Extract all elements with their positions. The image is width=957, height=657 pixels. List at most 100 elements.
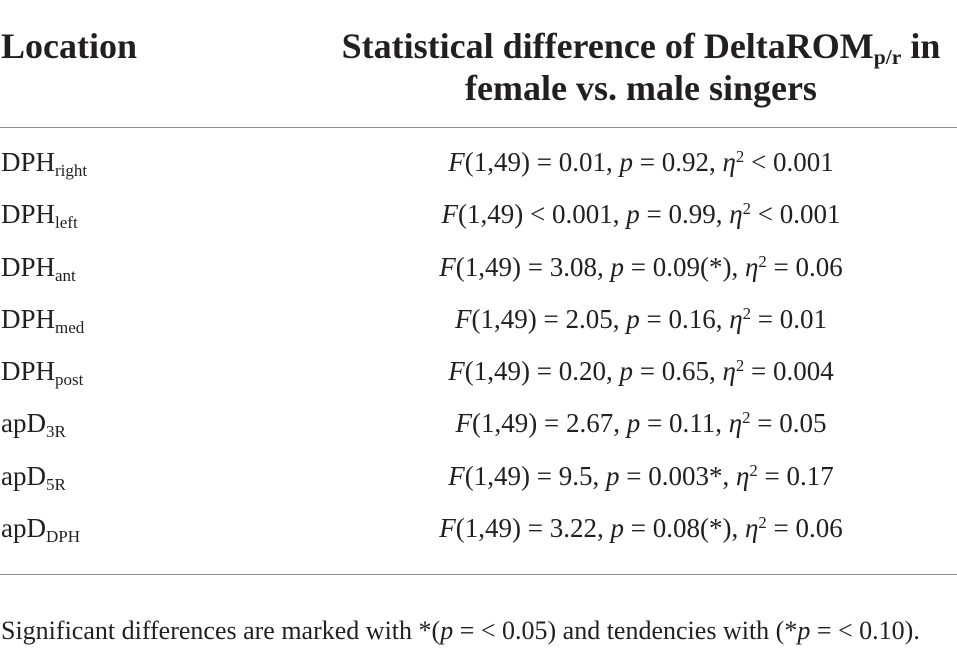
footnote-p-symbol: p (797, 616, 811, 645)
table-row: DPHpost F(1,49) = 0.20, p = 0.65, η2 = 0.… (0, 345, 957, 397)
f-statistic: (1,49) = 2.67, (472, 408, 620, 439)
p-symbol: p (619, 147, 633, 177)
p-symbol: p (626, 199, 640, 230)
location-cell: DPHpost (1, 345, 83, 397)
squared-superscript: 2 (758, 251, 767, 271)
table-row: apD3R F(1,49) = 2.67, p = 0.11, η2 = 0.05 (0, 397, 957, 449)
location-name: DPH (1, 303, 56, 334)
footnote-text-1: Significant differences are marked with … (1, 616, 441, 645)
table-header: Location Statistical difference of Delta… (0, 25, 957, 109)
statistic-cell: F(1,49) = 0.20, p = 0.65, η2 = 0.004 (325, 345, 957, 397)
header-divider (0, 127, 957, 128)
statistic-header-end: in (901, 26, 941, 66)
eta-symbol: η (722, 356, 736, 387)
p-statistic: = 0.08(*), (630, 513, 739, 544)
p-statistic: = 0.09(*), (630, 251, 739, 282)
table-footnote: Significant differences are marked with … (1, 616, 920, 646)
location-subscript: 3R (45, 422, 66, 442)
location-name: DPH (1, 251, 56, 282)
footnote-text-3: = < 0.10). (810, 616, 920, 645)
location-cell: DPHant (1, 241, 76, 293)
eta-squared-statistic: = 0.06 (773, 513, 843, 544)
location-subscript: 5R (45, 474, 66, 494)
table-row: apD5R F(1,49) = 9.5, p = 0.003*, η2 = 0.1… (0, 450, 957, 502)
eta-squared-statistic: = 0.06 (773, 251, 843, 282)
statistic-cell: F(1,49) < 0.001, p = 0.99, η2 < 0.001 (325, 188, 957, 240)
f-symbol: F (455, 408, 473, 439)
eta-squared-statistic: = 0.17 (764, 460, 834, 491)
location-name: DPH (1, 356, 56, 387)
p-symbol: p (626, 408, 641, 439)
eta-symbol: η (744, 513, 759, 544)
f-symbol: F (439, 513, 456, 544)
eta-symbol: η (735, 460, 750, 491)
eta-symbol: η (722, 147, 736, 177)
statistic-column-header: Statistical difference of DeltaROMp/r in… (325, 25, 957, 109)
eta-squared-statistic: = 0.05 (757, 408, 827, 439)
squared-superscript: 2 (758, 512, 767, 532)
table-row: DPHant F(1,49) = 3.08, p = 0.09(*), η2 = … (0, 241, 957, 293)
eta-symbol: η (729, 199, 743, 230)
location-subscript: right (55, 161, 88, 181)
statistic-header-line-2: female vs. male singers (465, 68, 817, 108)
location-subscript: ant (55, 265, 76, 285)
f-symbol: F (448, 460, 465, 491)
p-statistic: = 0.92, (639, 147, 716, 177)
footnote-text-2: = < 0.05) and tendencies with (* (453, 616, 798, 645)
statistic-header-subscript: p/r (873, 45, 902, 70)
f-statistic: (1,49) = 3.08, (455, 251, 604, 282)
table-row: DPHmed F(1,49) = 2.05, p = 0.16, η2 = 0.0… (0, 293, 957, 345)
table-row: DPHleft F(1,49) < 0.001, p = 0.99, η2 < 0… (0, 188, 957, 240)
location-name: apD (1, 408, 46, 439)
eta-squared-statistic: = 0.004 (751, 356, 834, 387)
location-name: DPH (1, 147, 56, 177)
f-symbol: F (448, 147, 465, 177)
table-row: DPHright F(1,49) = 0.01, p = 0.92, η2 < 0… (0, 136, 957, 188)
f-symbol: F (441, 199, 459, 230)
table-body: DPHright F(1,49) = 0.01, p = 0.92, η2 < 0… (0, 136, 957, 554)
statistic-cell: F(1,49) = 2.05, p = 0.16, η2 = 0.01 (325, 293, 957, 345)
f-symbol: F (455, 303, 472, 334)
p-symbol: p (605, 460, 620, 491)
squared-superscript: 2 (749, 460, 758, 480)
p-symbol: p (626, 303, 640, 334)
footnote-p-symbol: p (440, 616, 454, 645)
squared-superscript: 2 (742, 303, 751, 323)
squared-superscript: 2 (742, 199, 751, 219)
p-symbol: p (619, 356, 633, 387)
p-statistic: = 0.99, (646, 199, 723, 230)
p-symbol: p (610, 251, 624, 282)
f-statistic: (1,49) = 3.22, (455, 513, 604, 544)
p-statistic: = 0.65, (639, 356, 716, 387)
eta-squared-statistic: = 0.01 (757, 303, 827, 334)
statistic-cell: F(1,49) = 3.08, p = 0.09(*), η2 = 0.06 (325, 241, 957, 293)
f-statistic: (1,49) = 2.05, (471, 303, 620, 334)
table-row: apDDPH F(1,49) = 3.22, p = 0.08(*), η2 = … (0, 502, 957, 554)
location-subscript: med (55, 317, 85, 337)
eta-symbol: η (728, 408, 743, 439)
statistic-header-line-1: Statistical difference of DeltaROMp/r in (325, 25, 957, 70)
p-statistic: = 0.16, (646, 303, 723, 334)
eta-symbol: η (729, 303, 743, 334)
statistic-header-main: Statistical difference of DeltaROM (341, 26, 874, 66)
location-name: apD (1, 460, 46, 491)
location-cell: apDDPH (1, 502, 80, 554)
eta-symbol: η (744, 251, 759, 282)
f-symbol: F (439, 251, 456, 282)
eta-squared-statistic: < 0.001 (757, 199, 841, 230)
f-statistic: (1,49) = 0.20, (464, 356, 613, 387)
p-statistic: = 0.11, (646, 408, 722, 439)
squared-superscript: 2 (735, 355, 745, 375)
statistic-cell: F(1,49) = 3.22, p = 0.08(*), η2 = 0.06 (325, 502, 957, 554)
squared-superscript: 2 (742, 408, 751, 428)
location-cell: DPHleft (1, 188, 78, 240)
f-statistic: (1,49) < 0.001, (458, 199, 620, 230)
location-subscript: DPH (45, 527, 80, 547)
table-bottom-divider (0, 574, 957, 575)
f-statistic: (1,49) = 9.5, (464, 460, 600, 491)
location-cell: DPHmed (1, 293, 84, 345)
location-cell: DPHright (1, 136, 87, 188)
statistic-cell: F(1,49) = 2.67, p = 0.11, η2 = 0.05 (325, 397, 957, 449)
location-cell: apD3R (1, 397, 66, 449)
